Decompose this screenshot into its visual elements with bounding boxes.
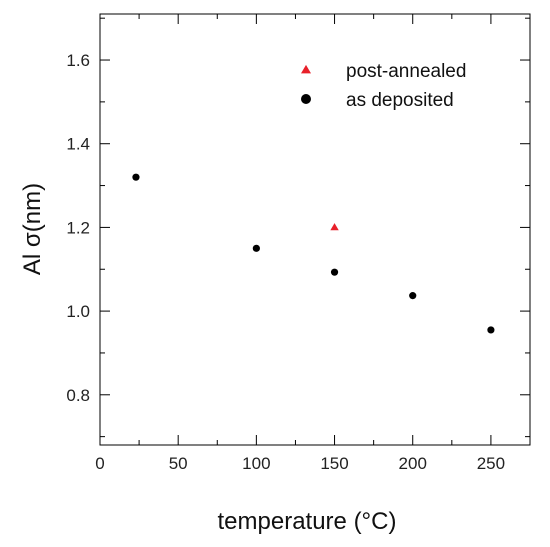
y-axis-title: Al σ(nm)	[19, 183, 46, 275]
x-axis-ticks	[99, 14, 531, 445]
y-axis-ticks	[100, 17, 530, 438]
legend: post-annealed as deposited	[301, 61, 466, 111]
y-tick-label: 1.6	[66, 51, 90, 70]
as-deposited-point	[132, 173, 140, 181]
x-tick-label: 200	[399, 454, 427, 473]
as-deposited-point	[252, 244, 260, 252]
legend-label: as deposited	[346, 90, 454, 111]
x-tick-label: 150	[320, 454, 348, 473]
plot-frame	[99, 13, 531, 446]
y-axis-tick-labels: 0.8 1.0 1.2 1.4 1.6	[66, 51, 90, 405]
x-tick-label: 100	[242, 454, 270, 473]
post-annealed-point	[330, 223, 339, 231]
as-deposited-point	[330, 268, 339, 276]
x-axis-title: temperature (°C)	[218, 508, 397, 535]
x-tick-label: 0	[95, 454, 104, 473]
as-deposited-point	[409, 292, 417, 300]
data-points	[132, 173, 495, 334]
legend-label: post-annealed	[346, 61, 466, 82]
x-tick-label: 50	[169, 454, 188, 473]
x-tick-label: 250	[477, 454, 505, 473]
y-tick-label: 1.0	[66, 302, 90, 321]
y-tick-label: 1.4	[66, 135, 90, 154]
as-deposited-point	[487, 326, 495, 334]
legend-marker	[301, 94, 311, 104]
legend-marker	[301, 64, 311, 74]
x-axis-tick-labels: 0 50 100 150 200 250	[95, 454, 505, 473]
y-tick-label: 0.8	[66, 386, 90, 405]
y-tick-label: 1.2	[66, 218, 90, 237]
